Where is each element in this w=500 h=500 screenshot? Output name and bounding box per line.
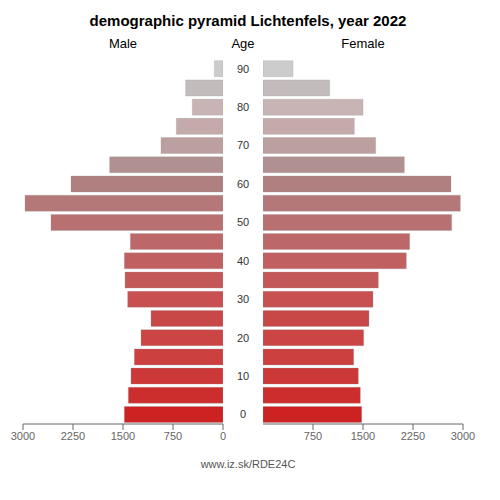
svg-text:0: 0 bbox=[240, 408, 246, 420]
svg-text:0: 0 bbox=[220, 430, 226, 442]
svg-text:70: 70 bbox=[237, 139, 249, 151]
svg-text:90: 90 bbox=[237, 63, 249, 75]
html-text:Age: Age bbox=[231, 36, 255, 51]
svg-text:20: 20 bbox=[237, 332, 249, 344]
svg-text:750: 750 bbox=[164, 430, 182, 442]
svg-text:1500: 1500 bbox=[111, 430, 135, 442]
svg-text:2250: 2250 bbox=[61, 430, 85, 442]
html-text:Female: Female bbox=[341, 36, 385, 51]
svg-text:2250: 2250 bbox=[401, 430, 425, 442]
svg-text:60: 60 bbox=[237, 178, 249, 190]
svg-text:40: 40 bbox=[237, 255, 249, 267]
svg-text:3000: 3000 bbox=[11, 430, 35, 442]
svg-text:80: 80 bbox=[237, 101, 249, 113]
svg-text:3000: 3000 bbox=[451, 430, 475, 442]
svg-text:30: 30 bbox=[237, 293, 249, 305]
svg-text:1500: 1500 bbox=[351, 430, 375, 442]
html-text:www.iz.sk/RDE24C: www.iz.sk/RDE24C bbox=[200, 458, 296, 470]
html-text:demographic pyramid Lichtenfel: demographic pyramid Lichtenfels, year 20… bbox=[89, 12, 407, 29]
html-text:Male: Male bbox=[108, 36, 138, 51]
svg-text:750: 750 bbox=[304, 430, 322, 442]
svg-text:10: 10 bbox=[237, 370, 249, 382]
svg-text:50: 50 bbox=[237, 216, 249, 228]
